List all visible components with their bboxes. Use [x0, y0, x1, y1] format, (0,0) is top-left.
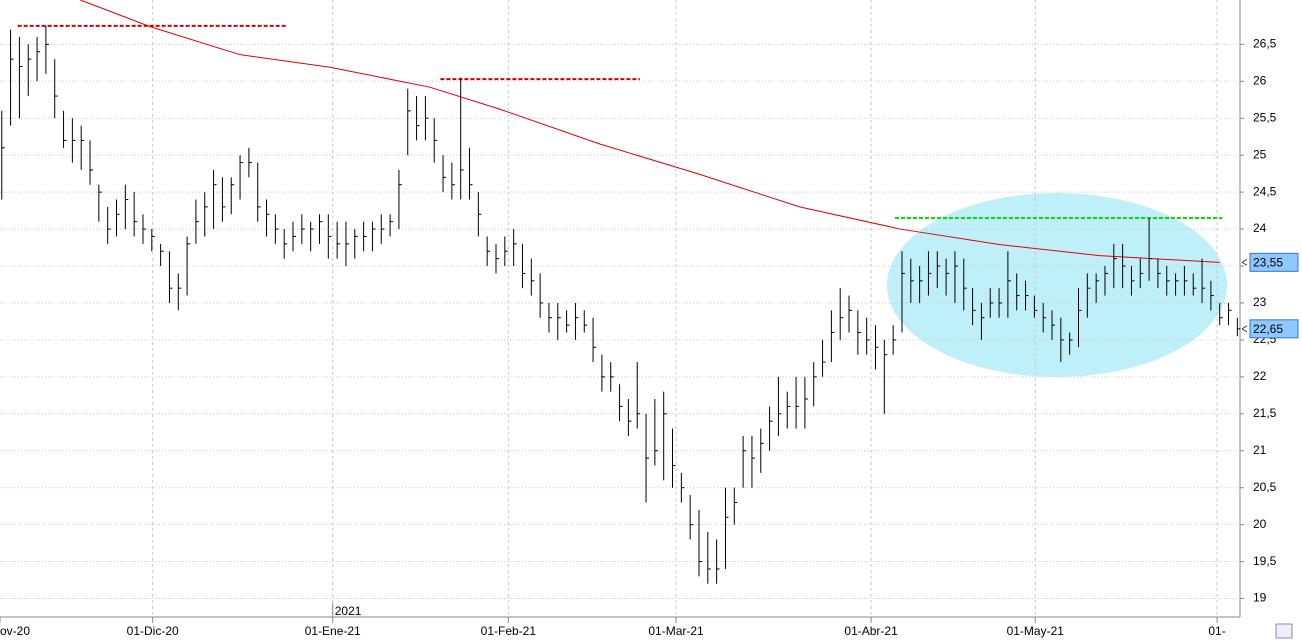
- y-tick-label: 21: [1253, 443, 1267, 457]
- year-label: 2021: [335, 604, 362, 618]
- y-tick-label: 19: [1253, 591, 1267, 605]
- highlight-ellipse: [887, 193, 1227, 377]
- y-tick-label: 19,5: [1253, 554, 1277, 568]
- price-marker: [1249, 319, 1299, 339]
- y-tick-label: 22: [1253, 369, 1267, 383]
- x-tick-label: 01-May-21: [1007, 624, 1065, 638]
- price-marker-arrow: [1241, 258, 1248, 266]
- y-tick-label: 23: [1253, 295, 1267, 309]
- x-tick-label: 01-Mar-21: [648, 624, 704, 638]
- y-tick-label: 24,5: [1253, 184, 1277, 198]
- y-tick-label: 24: [1253, 221, 1267, 235]
- price-marker-label: 23,55: [1253, 255, 1283, 269]
- x-tick-label: 01-Abr-21: [844, 624, 898, 638]
- moving-average: [80, 0, 1220, 263]
- y-tick-label: 25,5: [1253, 110, 1277, 124]
- x-tick-label: ov-20: [0, 624, 30, 638]
- y-tick-label: 26,5: [1253, 37, 1277, 51]
- x-tick-label: 01-Feb-21: [481, 624, 537, 638]
- y-tick-label: 25: [1253, 147, 1267, 161]
- x-tick-label: 01-Ene-21: [305, 624, 361, 638]
- x-tick-label: 01-Dic-20: [127, 624, 179, 638]
- corner-icon[interactable]: [1275, 623, 1293, 639]
- y-tick-label: 26: [1253, 73, 1267, 87]
- y-tick-label: 20,5: [1253, 480, 1277, 494]
- price-marker: [1249, 252, 1299, 272]
- price-marker-label: 22,65: [1253, 322, 1283, 336]
- y-tick-label: 21,5: [1253, 406, 1277, 420]
- price-marker-arrow: [1241, 325, 1248, 333]
- y-tick-label: 20: [1253, 517, 1267, 531]
- x-tick-label: 01-: [1208, 624, 1225, 638]
